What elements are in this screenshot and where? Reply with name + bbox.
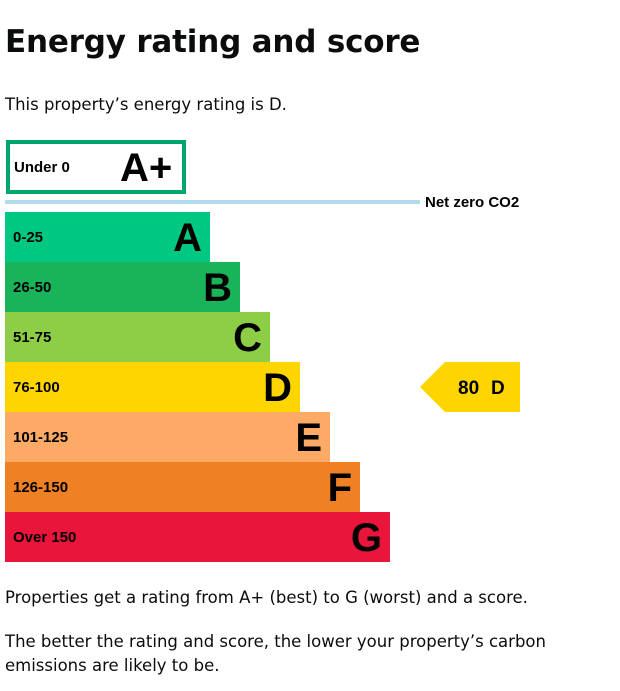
net-zero-label: Net zero CO2 — [425, 194, 519, 211]
band-e-bar — [5, 412, 330, 462]
band-a-range-label: 0-25 — [13, 229, 43, 246]
band-d-letter: D — [263, 366, 292, 410]
band-d-bar — [5, 362, 300, 412]
page-title: Energy rating and score — [5, 24, 421, 60]
band-g-letter: G — [351, 516, 382, 560]
band-b-letter: B — [203, 266, 232, 310]
rating-emissions-note: The better the rating and score, the low… — [5, 632, 546, 675]
band-c-letter: C — [233, 316, 262, 360]
band-e-letter: E — [295, 416, 322, 460]
rating-explanation: Properties get a rating from A+ (best) t… — [5, 588, 528, 607]
rating-intro: This property’s energy rating is D. — [5, 95, 287, 114]
band-a-bar — [5, 212, 210, 262]
top-band-range-label: Under 0 — [14, 159, 70, 176]
band-c-bar — [5, 312, 270, 362]
current-rating-marker — [420, 362, 520, 412]
current-rating-letter: D — [491, 378, 505, 399]
band-d-range-label: 76-100 — [13, 379, 60, 396]
energy-rating-chart: Under 0 A+ Net zero CO2 0-25 A 26-50 B 51-75 C 76… — [5, 140, 520, 562]
band-e-range-label: 101-125 — [13, 429, 68, 446]
top-band-letter: A+ — [120, 146, 172, 190]
band-a-letter: A — [173, 216, 202, 260]
band-c-range-label: 51-75 — [13, 329, 51, 346]
band-f-range-label: 126-150 — [13, 479, 68, 496]
band-b-range-label: 26-50 — [13, 279, 51, 296]
top-band-box — [6, 140, 186, 194]
band-g-bar — [5, 512, 390, 562]
band-b-bar — [5, 262, 240, 312]
band-f-letter: F — [328, 466, 352, 510]
band-g-range-label: Over 150 — [13, 529, 76, 546]
band-f-bar — [5, 462, 360, 512]
current-rating-score: 80 — [458, 378, 479, 399]
